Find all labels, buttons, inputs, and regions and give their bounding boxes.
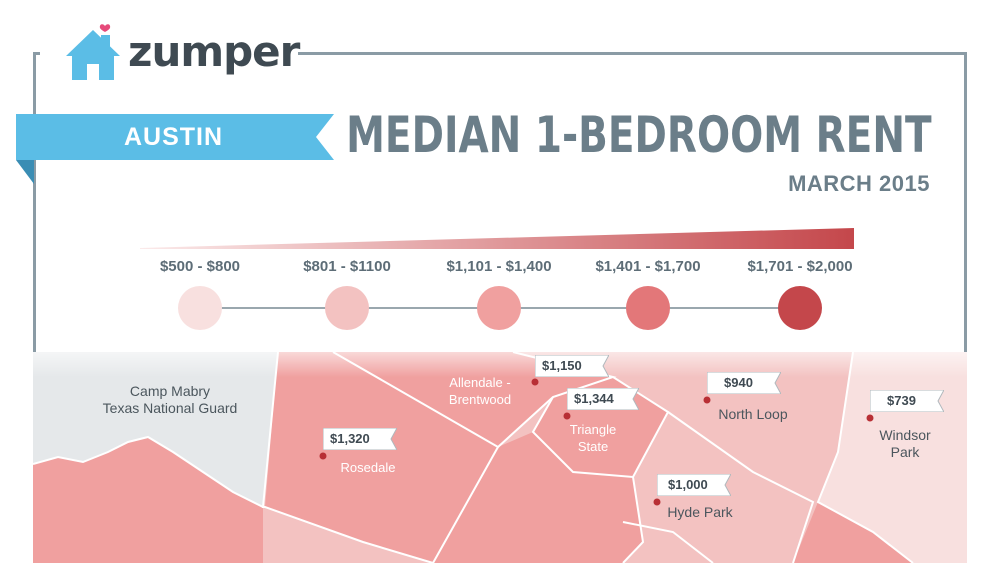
price-value: $739 [887,393,916,408]
legend-label: $1,701 - $2,000 [747,258,853,275]
price-value: $1,150 [542,358,582,373]
price-value: $1,000 [668,477,708,492]
legend-swatch [178,286,222,330]
legend-label: $1,401 - $1,700 [595,258,701,275]
page-subtitle: MARCH 2015 [788,171,930,196]
location-marker [866,414,874,422]
area-label-allendale: Allendale - Brentwood [448,375,512,407]
location-marker [319,452,327,460]
location-marker [563,412,571,420]
legend-label: $801 - $1100 [303,258,391,275]
area-label-camp-mabry: Camp Mabry Texas National Guard [102,383,238,416]
price-tag-hyde-park: $1,000 [657,474,731,496]
area-label-hyde-park: Hyde Park [667,504,733,520]
zumper-logo[interactable]: zumper [64,22,300,82]
legend-swatch [626,286,670,330]
city-banner: AUSTIN [16,114,334,184]
area-label-rosedale: Rosedale [340,460,396,475]
city-name: AUSTIN [124,123,224,151]
legend-label: $1,101 - $1,400 [446,258,552,275]
price-tag-allendale: $1,150 [535,355,609,377]
price-value: $1,344 [574,391,614,406]
location-marker [703,396,711,404]
legend-labels: $500 - $800 $801 - $1100 $1,101 - $1,400… [0,258,1000,282]
brand-name: zumper [128,27,300,76]
price-tag-triangle-state: $1,344 [567,388,639,410]
area-label-triangle-state: Triangle State [569,422,617,454]
location-marker [531,378,539,386]
area-label-north-loop: North Loop [718,406,788,422]
price-value: $1,320 [330,431,370,446]
legend-swatch [325,286,369,330]
legend-gradient-bar [140,228,856,257]
content-frame [33,52,967,563]
location-marker [653,498,661,506]
house-icon [66,24,120,80]
price-value: $940 [724,375,753,390]
page-title: MEDIAN 1-BEDROOM RENT [346,106,932,164]
price-tag-rosedale: $1,320 [323,428,397,450]
price-tag-windsor-park: $739 [870,390,944,412]
legend-swatch [778,286,822,330]
price-tag-north-loop: $940 [707,372,781,394]
area-label-windsor-park: Windsor Park [879,427,931,460]
legend-swatch [477,286,521,330]
legend-label: $500 - $800 [159,258,241,275]
